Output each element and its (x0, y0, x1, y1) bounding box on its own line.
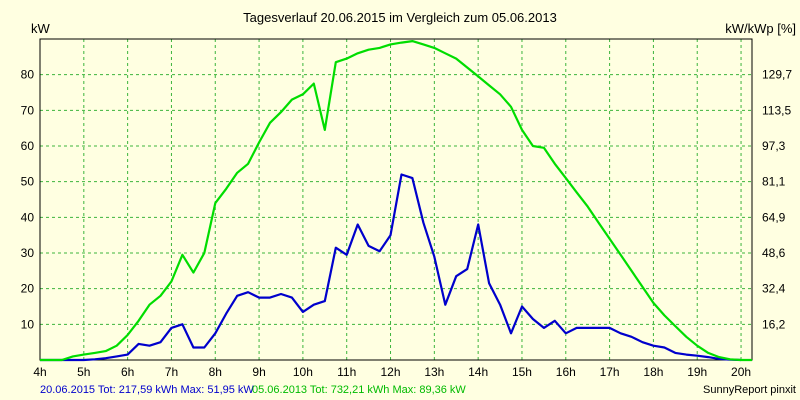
right-y-tick-label: 32,4 (762, 282, 786, 296)
x-axis-ticks: 4h 5h 6h 7h 8h 9h 10h 11h 12h 13h 14h 15h 16h 17h 18h 1… (33, 365, 751, 379)
x-tick-label: 9h (252, 365, 265, 379)
x-tick-label: 20h (731, 365, 751, 379)
left-y-tick-label: 30 (21, 246, 35, 260)
right-y-axis-ticks: 16,2 32,4 48,6 64,9 81,1 97,3 113,5 129,7 (762, 68, 792, 332)
plot-frame (39, 38, 753, 361)
left-y-tick-label: 10 (21, 317, 35, 331)
x-tick-label: 13h (424, 365, 444, 379)
x-tick-label: 6h (121, 365, 134, 379)
series-line-2 (40, 39, 752, 362)
x-tick-label: 17h (600, 365, 620, 379)
x-tick-label: 18h (643, 365, 663, 379)
x-tick-label: 7h (165, 365, 178, 379)
x-tick-label: 8h (209, 365, 222, 379)
right-y-tick-label: 48,6 (762, 246, 786, 260)
x-tick-label: 11h (337, 365, 356, 379)
left-y-tick-label: 60 (21, 139, 35, 153)
right-y-tick-label: 113,5 (762, 103, 791, 117)
chart-title: Tagesverlauf 20.06.2015 im Vergleich zum… (243, 10, 557, 25)
right-y-tick-label: 16,2 (762, 317, 786, 331)
x-tick-label: 15h (512, 365, 532, 379)
right-y-axis-label: kW/kWp [%] (725, 21, 796, 36)
left-y-tick-label: 50 (21, 175, 35, 189)
legend-footer-series-2: 05.06.2013 Tot: 732,21 kWh Max: 89,36 kW (252, 384, 466, 396)
credit-label: SunnyReport pinxit (703, 384, 796, 396)
legend-footer-series-1: 20.06.2015 Tot: 217,59 kWh Max: 51,95 kW (40, 384, 254, 396)
left-y-tick-label: 70 (21, 103, 35, 117)
right-y-tick-label: 64,9 (762, 210, 786, 224)
right-y-tick-label: 81,1 (762, 175, 786, 189)
series-layer (40, 39, 752, 362)
x-tick-label: 4h (33, 365, 46, 379)
left-y-tick-label: 20 (21, 282, 35, 296)
right-y-tick-label: 97,3 (762, 139, 786, 153)
x-tick-label: 14h (468, 365, 488, 379)
x-tick-label: 16h (556, 365, 576, 379)
x-tick-label: 10h (293, 365, 313, 379)
grid (40, 39, 752, 360)
left-y-axis-label: kW (31, 21, 51, 36)
left-y-tick-label: 80 (21, 68, 35, 82)
x-tick-label: 12h (381, 365, 401, 379)
x-tick-label: 5h (77, 365, 90, 379)
left-y-axis-ticks: 10 20 30 40 50 60 70 80 (21, 68, 35, 332)
series-line-1 (40, 173, 742, 362)
x-tick-label: 19h (687, 365, 707, 379)
right-y-tick-label: 129,7 (762, 68, 792, 82)
left-y-tick-label: 40 (21, 210, 35, 224)
